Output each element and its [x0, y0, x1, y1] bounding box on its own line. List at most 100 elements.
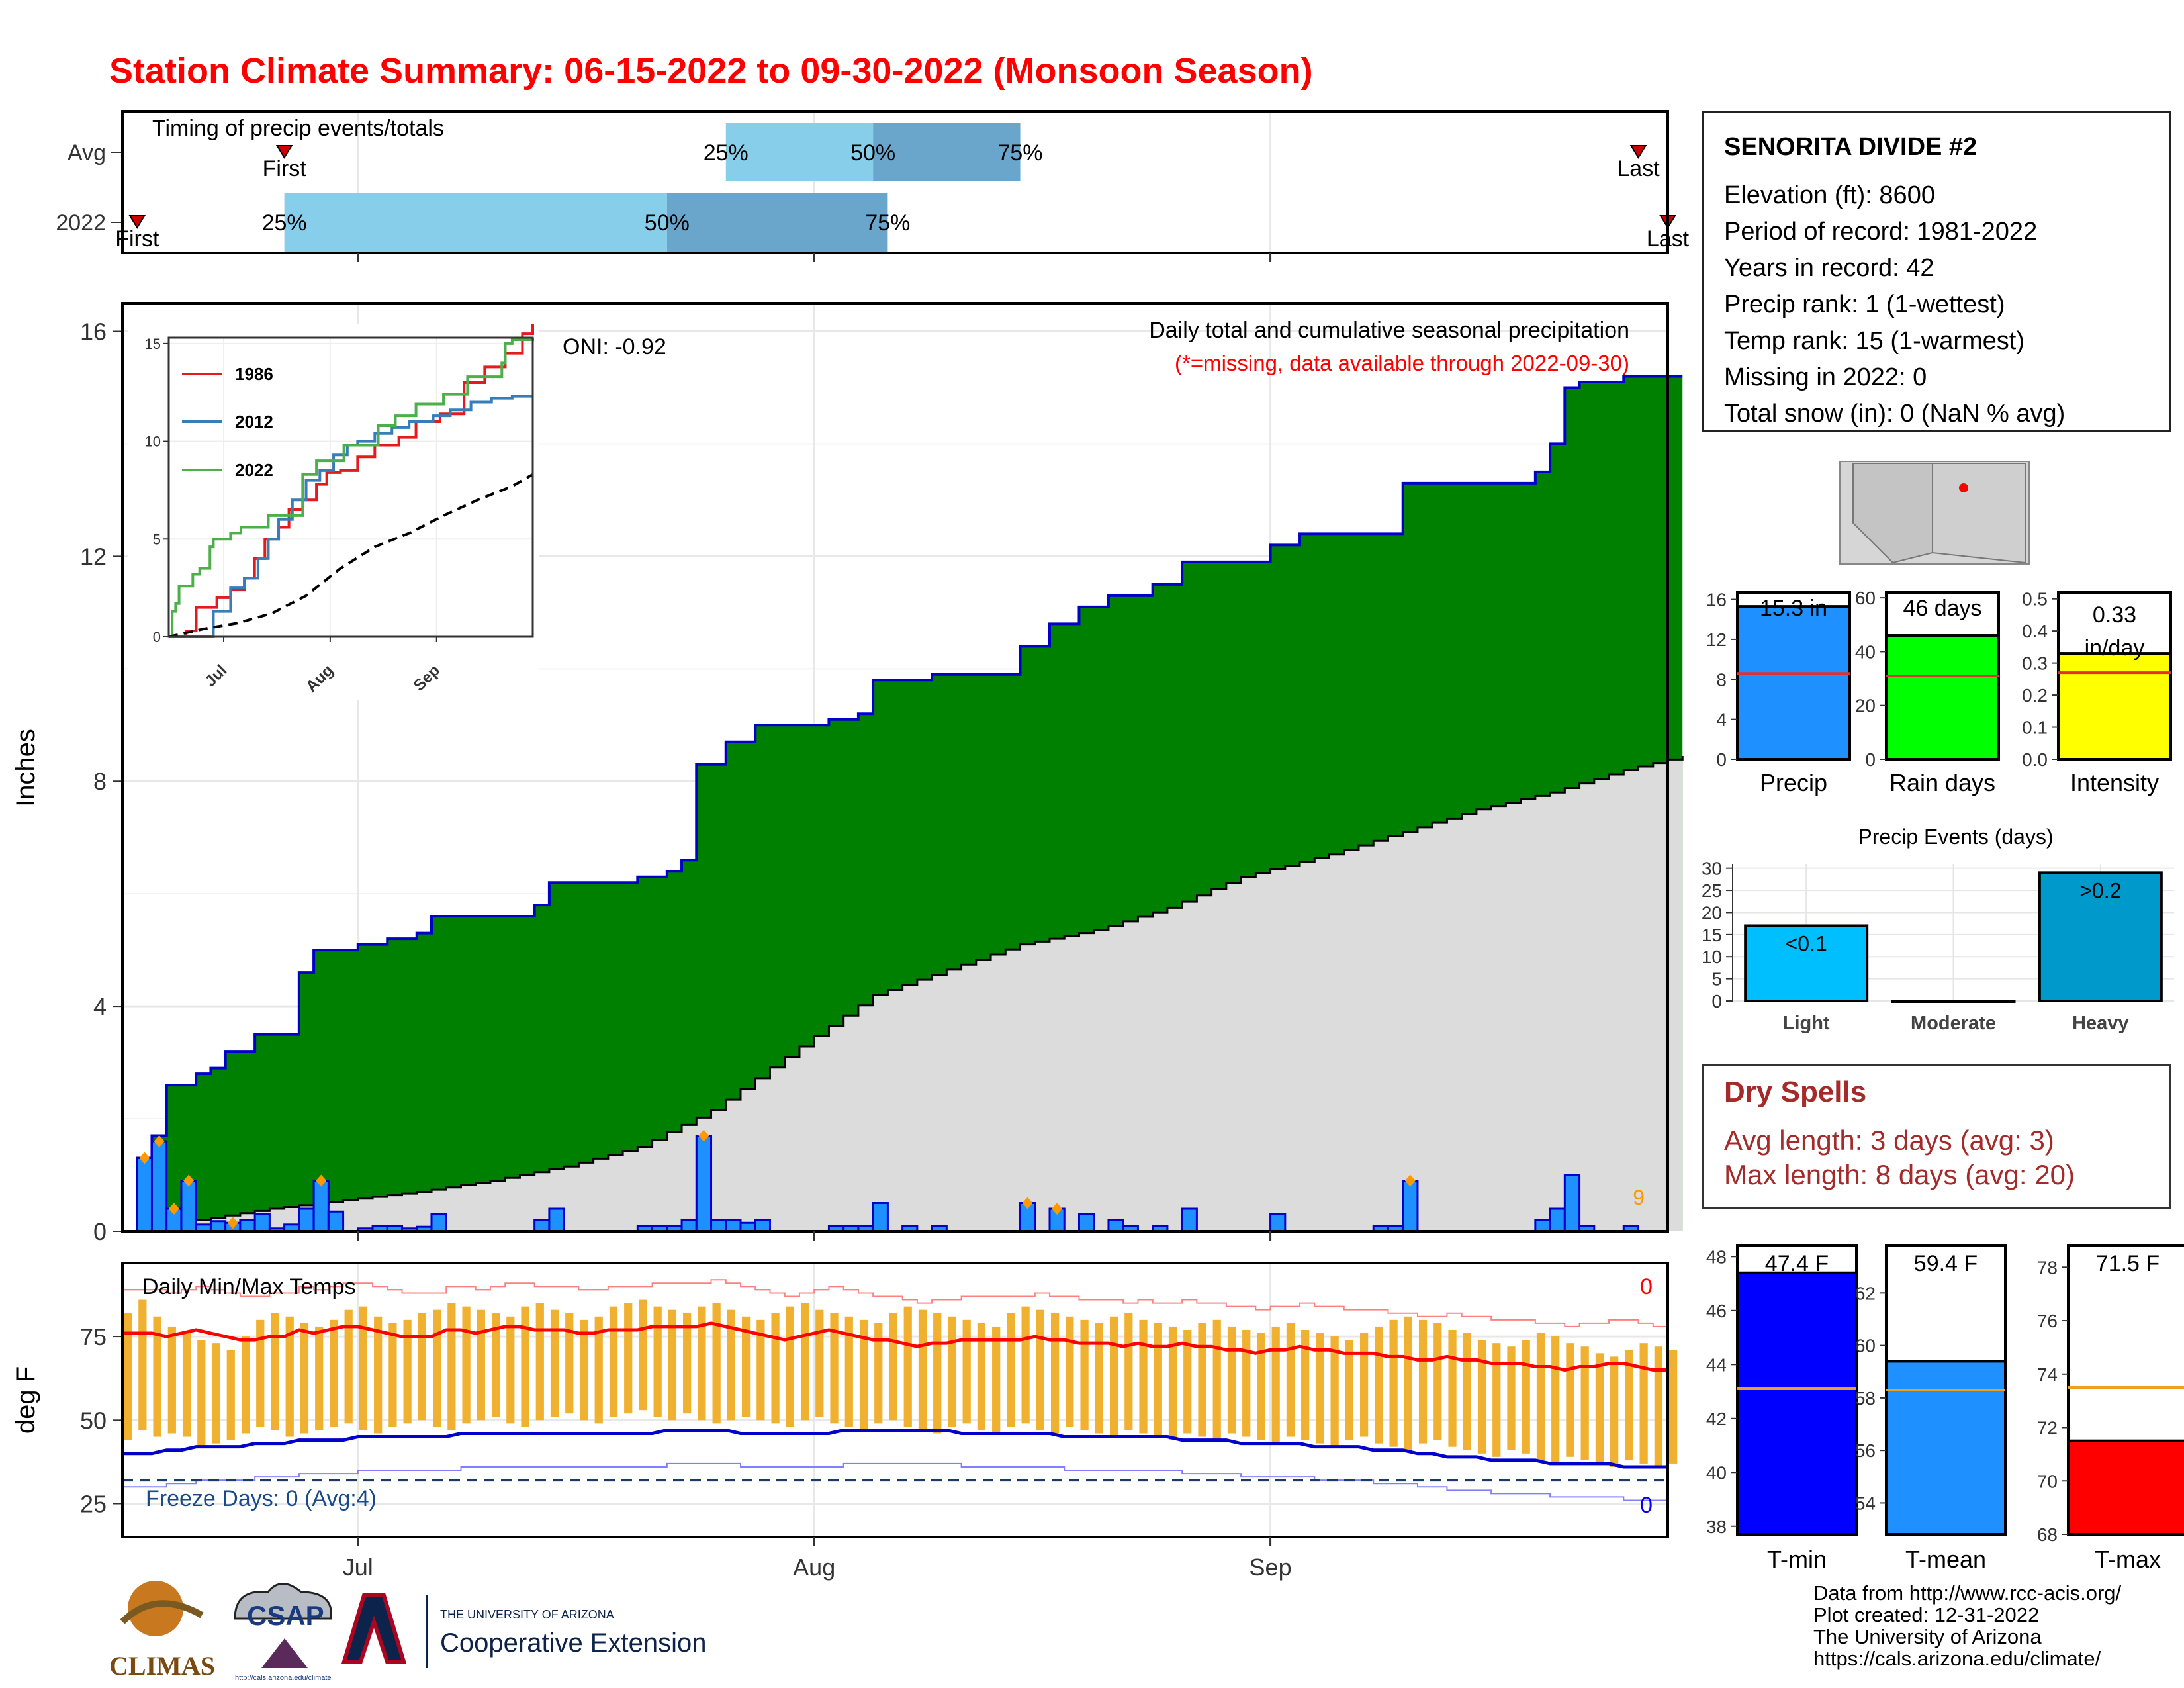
events-category-label: Moderate [1911, 1013, 1996, 1034]
daily-precip-bar [548, 1207, 565, 1233]
total-name-label: Rain days [1889, 769, 1995, 796]
daily-temp-bar [1389, 1319, 1398, 1447]
events-bar [1891, 1000, 2016, 1003]
precip-y-tick-label: 16 [80, 318, 107, 345]
daily-temp-bar [1418, 1319, 1428, 1444]
tsum-value-label: 71.5 F [2096, 1251, 2160, 1276]
daily-temp-bar [550, 1309, 559, 1417]
daily-precip-bar [1269, 1213, 1287, 1233]
daily-precip-bar [872, 1202, 889, 1233]
events-bar [2038, 871, 2163, 1003]
timing-frame [121, 110, 1669, 254]
daily-temp-bar [874, 1323, 883, 1424]
tsum-y-tick-label: 72 [2037, 1418, 2058, 1438]
total-y-tick-label: 0 [1716, 749, 1727, 770]
precip-y-tick-label: 8 [93, 768, 107, 795]
daily-temp-bar [1345, 1340, 1353, 1440]
station-precip-rank: Precip rank: 1 (1-wettest) [1724, 291, 2005, 318]
daily-temp-bar [153, 1316, 161, 1437]
daily-precip-bar [710, 1219, 727, 1233]
daily-temp-bar [1198, 1323, 1206, 1437]
daily-temp-bar [491, 1313, 500, 1417]
daily-precip-bar [1534, 1219, 1551, 1233]
csap-mountain-icon [261, 1638, 308, 1668]
daily-temp-bar [698, 1306, 706, 1421]
events-bar [1744, 924, 1869, 1003]
total-value-unit: in/day [2085, 635, 2145, 661]
daily-temp-bar [197, 1340, 206, 1447]
daily-temp-bar [433, 1309, 441, 1427]
daily-temp-bar [1007, 1313, 1015, 1427]
daily-temp-bar [786, 1306, 794, 1427]
daily-temp-bar [1566, 1343, 1574, 1457]
station-period: Period of record: 1981-2022 [1724, 218, 2038, 246]
station-years: Years in record: 42 [1724, 254, 1934, 282]
map-new-mexico-shape [1932, 463, 2026, 564]
inset-frame [167, 336, 534, 638]
daily-temp-bar [1595, 1353, 1604, 1464]
timing-q50-label: 50% [645, 211, 690, 236]
timing-q75-label: 75% [865, 211, 910, 236]
climas-text: CLIMAS [109, 1651, 215, 1681]
tsum-y-tick-label: 60 [1855, 1336, 1876, 1356]
timing-row-label: Avg [68, 140, 106, 165]
precip-panel-subtitle: (*=missing, data available through 2022-… [1175, 351, 1629, 375]
event-diamond-icon [227, 1217, 238, 1229]
event-diamond-icon [698, 1129, 709, 1142]
credit-data-source: Data from http://www.rcc-acis.org/ [1813, 1581, 2122, 1605]
daily-temp-bar [1360, 1333, 1369, 1437]
tsum-value-label: 59.4 F [1914, 1251, 1978, 1276]
daily-temp-bar [182, 1333, 191, 1437]
station-location-icon [1959, 483, 1968, 492]
temp-y-axis-label: deg F [11, 1366, 40, 1434]
timing-bar-late [666, 193, 888, 252]
event-diamond-icon [139, 1152, 150, 1164]
total-y-tick-label: 20 [1855, 696, 1876, 716]
daily-temp-bar [1212, 1319, 1221, 1440]
inset-series-line-2012 [169, 395, 533, 638]
map-arizona-shape [1852, 463, 1933, 564]
daily-precip-bar [1077, 1213, 1095, 1233]
total-y-tick-label: 0.3 [2022, 653, 2048, 674]
daily-temp-bar [771, 1313, 780, 1424]
daily-temp-bar [1124, 1313, 1133, 1430]
ua-extension-text: Cooperative Extension [440, 1628, 706, 1658]
inset-y-tick-label: 0 [153, 629, 161, 645]
daily-temp-bar [580, 1319, 588, 1421]
total-y-tick-label: 0.5 [2022, 589, 2048, 610]
daily-temp-bar [815, 1309, 824, 1417]
tsum-y-tick-label: 42 [1706, 1409, 1727, 1429]
daily-precip-bar [327, 1210, 345, 1233]
timing-q25-label: 25% [262, 211, 307, 236]
daily-temp-bar [300, 1323, 309, 1434]
csap-logo: CSAP http://cals.arizona.edu/climate [234, 1583, 332, 1681]
daily-temp-bar [462, 1306, 471, 1424]
precip-panel-title: Daily total and cumulative seasonal prec… [1149, 318, 1629, 343]
inset-y-tick-label: 15 [145, 336, 161, 352]
timing-q50-label: 50% [850, 140, 895, 165]
daily-temp-bar [359, 1306, 368, 1430]
daily-precip-bar [298, 1207, 315, 1233]
daily-precip-bar [180, 1180, 197, 1233]
climas-logo: CLIMAS [109, 1581, 215, 1681]
temp-x-tick-label: Jul [343, 1554, 373, 1581]
daily-precip-bar [1402, 1180, 1419, 1233]
daily-temp-bar [1036, 1309, 1044, 1430]
daily-temp-bar [1448, 1329, 1457, 1447]
daily-temp-bar [962, 1319, 971, 1424]
temp-x-tick-label: Aug [793, 1554, 835, 1581]
daily-precip-bar [312, 1180, 330, 1233]
daily-temp-bar [1669, 1350, 1678, 1464]
dry-spells-max: Max length: 8 days (avg: 20) [1724, 1159, 2075, 1190]
daily-temp-bar [521, 1306, 529, 1427]
daily-precip-bar [1563, 1174, 1581, 1233]
events-y-tick-label: 25 [1702, 880, 1722, 901]
daily-temp-bar [1051, 1313, 1060, 1434]
daily-temp-bar [992, 1326, 1001, 1434]
daily-temp-bar [344, 1309, 353, 1424]
daily-temp-bar [167, 1326, 176, 1434]
timing-last-label: Last [1617, 156, 1660, 181]
events-bar-label: <0.1 [1786, 931, 1827, 955]
credit-url: https://cals.arizona.edu/climate/ [1813, 1647, 2101, 1670]
